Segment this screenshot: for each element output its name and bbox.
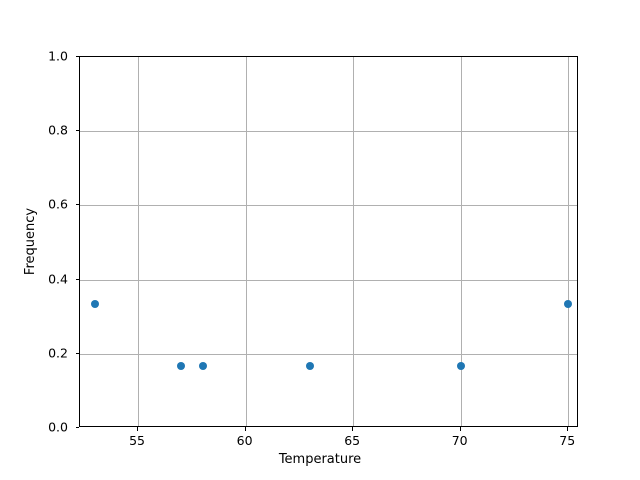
scatter-point [177, 362, 186, 371]
y-tick-label: 0.0 [48, 419, 68, 435]
y-tick-mark [75, 278, 79, 280]
gridline-horizontal [80, 353, 577, 355]
x-tick-mark [459, 427, 461, 431]
x-tick-label: 60 [236, 433, 253, 448]
x-tick-label: 70 [451, 433, 468, 448]
y-tick-mark [75, 352, 79, 354]
y-tick-label: 0.6 [48, 196, 68, 212]
y-tick-label: 0.4 [48, 271, 68, 287]
scatter-point [91, 300, 100, 309]
gridline-horizontal [80, 131, 577, 133]
y-tick-label: 0.8 [48, 122, 68, 138]
x-tick-label: 75 [559, 433, 576, 448]
x-tick-mark [352, 427, 354, 431]
scatter-point [456, 362, 465, 371]
y-tick-label: 0.2 [48, 345, 68, 361]
y-tick-mark [75, 204, 79, 206]
x-tick-mark [137, 427, 139, 431]
x-tick-label: 65 [344, 433, 361, 448]
scatter-point [198, 362, 207, 371]
gridline-vertical [245, 57, 247, 426]
x-axis-label: Temperature [278, 452, 362, 467]
scatter-point [564, 300, 573, 309]
scatter-point [306, 362, 315, 371]
y-tick-mark [75, 56, 79, 57]
x-tick-mark [567, 427, 569, 431]
gridline-vertical [353, 57, 355, 426]
gridline-horizontal [80, 205, 577, 207]
y-tick-label: 1.0 [48, 48, 68, 64]
x-tick-mark [244, 427, 246, 431]
gridline-vertical [568, 57, 570, 426]
plot-area [79, 56, 578, 427]
y-tick-mark [75, 130, 79, 132]
gridline-vertical [460, 57, 462, 426]
y-tick-mark [75, 427, 79, 428]
gridline-vertical [138, 57, 140, 426]
y-axis-label: Frequency [23, 207, 38, 276]
gridline-horizontal [80, 279, 577, 281]
x-tick-label: 55 [129, 433, 146, 448]
